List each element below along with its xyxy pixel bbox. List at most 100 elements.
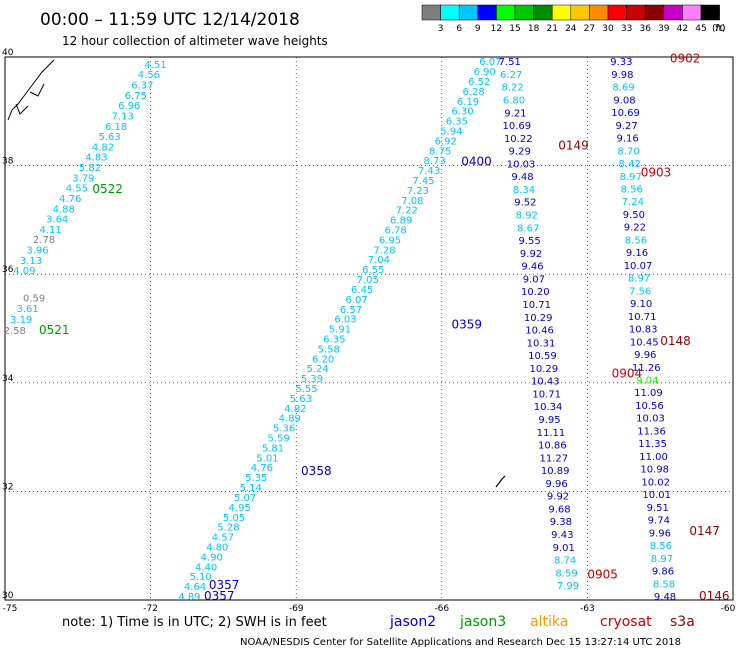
swh-value: 11.36 <box>637 426 666 437</box>
axis-ticks: -75 -72 -69 -66 -63 -60 30 32 34 36 38 40 <box>2 48 736 614</box>
x-tick-label: -66 <box>434 604 449 614</box>
swh-value: 5.05 <box>223 513 245 524</box>
swh-value: 5.36 <box>273 424 295 435</box>
swh-value: 11.26 <box>632 363 661 374</box>
swh-value: 6.55 <box>362 265 384 276</box>
swh-value: 7.51 <box>499 57 521 68</box>
legend-entry: s3a <box>670 614 695 630</box>
swh-value: 3.96 <box>26 246 48 257</box>
colorbar-swatch <box>514 4 534 21</box>
swh-value: 8.58 <box>653 579 675 590</box>
swh-value: 6.78 <box>384 226 406 237</box>
swh-value: 6.89 <box>390 216 412 227</box>
swh-value: 9.96 <box>545 479 567 490</box>
swh-value: 8.97 <box>620 172 642 183</box>
pass-label: 0902 <box>670 51 701 65</box>
swh-value: 10.02 <box>641 477 670 488</box>
swh-value: 11.09 <box>634 388 663 399</box>
colorbar-swatch <box>589 4 609 21</box>
swh-value: 10.59 <box>528 351 557 362</box>
swh-value: 8.42 <box>619 159 641 170</box>
pass-label: 0358 <box>301 464 332 478</box>
swh-value: 6.75 <box>125 91 147 102</box>
swh-value: 10.29 <box>530 364 559 375</box>
swh-value: 6.03 <box>334 315 356 326</box>
swh-value: 9.96 <box>634 350 656 361</box>
chart-subtitle: 12 hour collection of altimeter wave hei… <box>62 34 328 48</box>
swh-value: 8.70 <box>618 146 640 157</box>
swh-value: 10.20 <box>521 287 550 298</box>
swh-value: 5.94 <box>440 126 462 137</box>
pass-label: 0521 <box>39 323 70 337</box>
swh-value: 7.13 <box>112 111 134 122</box>
swh-value: 10.89 <box>541 466 570 477</box>
swh-value: 9.22 <box>624 223 646 234</box>
swh-value: 0.59 <box>23 293 45 304</box>
colorbar-swatch <box>700 4 720 21</box>
pass-label: 0904 <box>612 366 643 380</box>
swh-value: 10.29 <box>524 313 553 324</box>
swh-value: 9.48 <box>511 172 533 183</box>
swh-value: 8.92 <box>516 211 538 222</box>
swh-value: 8.69 <box>612 83 634 94</box>
swh-value: 9.01 <box>553 543 575 554</box>
swh-value: 6.92 <box>435 136 457 147</box>
swh-value: 6.35 <box>323 334 345 345</box>
swh-value: 6.37 <box>131 80 153 91</box>
swh-value: 4.57 <box>212 533 234 544</box>
swh-value: 10.71 <box>522 300 551 311</box>
colorbar-label: 21 <box>546 24 557 34</box>
swh-value: 10.03 <box>636 414 665 425</box>
swh-value: 11.35 <box>638 439 667 450</box>
swh-value: 9.48 <box>654 592 676 603</box>
swh-value: 8.97 <box>628 274 650 285</box>
swh-value: 5.55 <box>295 384 317 395</box>
swh-value: 5.82 <box>79 163 101 174</box>
swh-value: 7.28 <box>373 245 395 256</box>
footer-note: note: 1) Time is in UTC; 2) SWH is in fe… <box>62 615 327 630</box>
swh-value: 3.64 <box>46 215 68 226</box>
colorbar-label: 15 <box>509 24 520 34</box>
swh-value: 10.56 <box>635 401 664 412</box>
y-tick-label: 30 <box>2 591 14 601</box>
swh-value: 6.57 <box>340 305 362 316</box>
grid-lines <box>5 57 733 600</box>
swh-value: 10.31 <box>527 338 556 349</box>
y-tick-label: 32 <box>2 482 13 492</box>
swh-value: 10.01 <box>642 490 671 501</box>
colorbar: 3 6 9 12 15 18 21 24 27 30 33 36 39 42 45 70 <box>421 4 726 34</box>
swh-value: 6.35 <box>446 117 468 128</box>
colorbar-label: 45 <box>695 24 706 34</box>
colorbar-unit: (ft) <box>712 24 726 34</box>
swh-value: 9.04 <box>636 376 658 387</box>
swh-value: 6.95 <box>379 235 401 246</box>
swh-value: 10.71 <box>628 312 657 323</box>
y-tick-label: 34 <box>2 374 14 384</box>
colorbar-swatch <box>682 4 702 21</box>
swh-value: 8.75 <box>429 146 451 157</box>
swh-value: 6.28 <box>462 87 484 98</box>
swh-value: 10.69 <box>611 108 640 119</box>
swh-value: 6.07 <box>345 295 367 306</box>
swh-value: 4.51 <box>144 60 166 71</box>
swh-value: 9.55 <box>519 236 541 247</box>
swh-value: 9.51 <box>647 503 669 514</box>
x-tick-label: -69 <box>289 604 304 614</box>
swh-value: 4.80 <box>206 542 228 553</box>
swh-value: 9.46 <box>521 262 543 273</box>
swh-value: 6.19 <box>457 97 479 108</box>
swh-value: 9.92 <box>520 249 542 260</box>
pass-label: 0905 <box>587 567 618 581</box>
swh-value: 8.22 <box>501 83 523 94</box>
swh-value: 9.29 <box>509 147 531 158</box>
swh-value: 7.56 <box>629 286 651 297</box>
plot-frame <box>4 56 734 601</box>
swh-value: 4.40 <box>195 562 217 573</box>
swh-value: 7.22 <box>396 206 418 217</box>
colorbar-label: 36 <box>639 24 651 34</box>
swh-value: 9.16 <box>616 134 638 145</box>
swh-value: 4.64 <box>184 582 206 593</box>
swh-value: 6.30 <box>451 107 473 118</box>
swh-value: 7.24 <box>622 197 644 208</box>
swh-value: 3.61 <box>17 304 39 315</box>
